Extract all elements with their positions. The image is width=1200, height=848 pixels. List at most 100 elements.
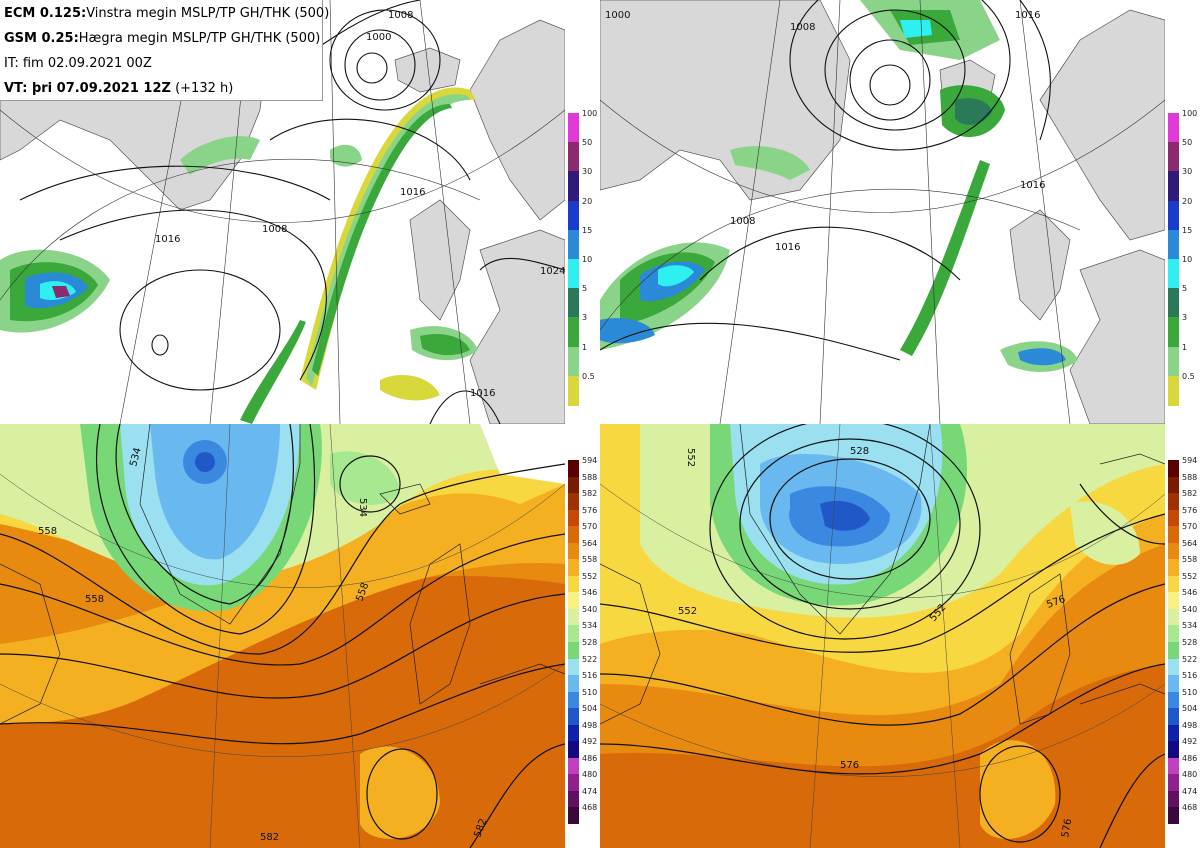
legend-label: 552 xyxy=(1182,571,1198,581)
thk-legend-left: 594 588 582 576 570 564 558 552 546 540 534 528 522 5… xyxy=(568,456,600,825)
isobar-label: 1016 xyxy=(155,234,180,245)
legend-label: 30 xyxy=(1182,167,1193,177)
ecm-thk-map: 534 558 558 534 558 582 582 xyxy=(0,424,565,848)
legend-label: 552 xyxy=(582,571,598,581)
legend-swatch xyxy=(1168,625,1179,643)
legend-swatch xyxy=(568,724,579,742)
legend-label: 498 xyxy=(1182,720,1198,730)
legend-swatch xyxy=(568,113,579,143)
legend-label: 540 xyxy=(582,604,598,614)
init-time: IT: fim 02.09.2021 00Z xyxy=(4,56,152,71)
ecm-thk-panel: 534 558 558 534 558 582 582 xyxy=(0,424,565,848)
legend-label: 498 xyxy=(582,720,598,730)
legend-label: 50 xyxy=(582,138,593,148)
legend-swatch xyxy=(568,542,579,560)
legend-swatch xyxy=(1168,200,1179,231)
isobar-label: 1016 xyxy=(470,388,495,399)
legend-swatch xyxy=(568,171,579,202)
legend-swatch xyxy=(1168,807,1179,825)
legend-swatch xyxy=(1168,790,1179,808)
legend-swatch xyxy=(1168,542,1179,560)
legend-swatch xyxy=(1168,592,1179,610)
thk-legend-right: 594 588 582 576 570 564 558 552 546 540 534 528 522 5… xyxy=(1168,456,1200,825)
legend-swatch xyxy=(568,642,579,659)
legend-label: 558 xyxy=(582,555,598,565)
legend-label: 576 xyxy=(582,505,598,515)
thk-label: 534 xyxy=(128,446,144,467)
legend-label: 504 xyxy=(1182,704,1198,714)
isobar-label: 1008 xyxy=(388,10,413,21)
valid-time: VT: þri 07.09.2021 12Z (+132 h) xyxy=(4,81,234,96)
legend-swatch xyxy=(1168,493,1179,511)
legend-label: 582 xyxy=(1182,489,1198,499)
legend-swatch xyxy=(568,559,579,577)
legend-label: 0.5 xyxy=(582,371,595,381)
legend-label: 516 xyxy=(582,671,598,681)
legend-label: 594 xyxy=(1182,456,1198,465)
uk-land xyxy=(1009,209,1071,321)
uk-land xyxy=(409,199,471,321)
scandinavia-land xyxy=(469,19,565,221)
thk-label: 552 xyxy=(678,606,697,617)
legend-label: 468 xyxy=(582,803,598,813)
legend-label: 582 xyxy=(582,489,598,499)
legend-swatch xyxy=(1168,259,1179,289)
legend-swatch xyxy=(568,741,579,759)
legend-swatch xyxy=(568,460,579,477)
legend-label: 564 xyxy=(1182,538,1198,548)
legend-label: 570 xyxy=(582,522,598,532)
thk-label: 576 xyxy=(1060,818,1074,839)
legend-swatch xyxy=(568,288,579,319)
isobar-label: 1016 xyxy=(775,242,800,253)
thk-label: 558 xyxy=(38,526,57,537)
legend-swatch xyxy=(1168,575,1179,593)
gsm-thk-map: 552 528 552 552 576 576 576 xyxy=(600,424,1165,848)
legend-swatch xyxy=(568,575,579,593)
legend-swatch xyxy=(568,592,579,610)
legend-label: 486 xyxy=(582,753,598,763)
legend-swatch xyxy=(1168,375,1179,406)
legend-label: 492 xyxy=(582,737,598,747)
isobar-label: 1000 xyxy=(366,32,391,43)
legend-swatch xyxy=(568,375,579,406)
ecm-line: ECM 0.125:Vinstra megin MSLP/TP GH/THK (… xyxy=(4,6,330,21)
legend-swatch xyxy=(568,608,579,626)
legend-swatch xyxy=(1168,691,1179,709)
isobar-label: 1008 xyxy=(790,22,815,33)
legend-label: 588 xyxy=(582,472,598,482)
legend-swatch xyxy=(1168,724,1179,742)
legend-swatch xyxy=(568,259,579,289)
legend-swatch xyxy=(1168,509,1179,527)
legend-label: 20 xyxy=(582,196,593,206)
legend-swatch xyxy=(568,493,579,511)
legend-label: 522 xyxy=(1182,654,1198,664)
legend-label: 486 xyxy=(1182,753,1198,763)
legend-swatch xyxy=(1168,559,1179,577)
legend-label: 15 xyxy=(1182,225,1193,235)
legend-label: 516 xyxy=(1182,671,1198,681)
legend-label: 510 xyxy=(582,687,598,697)
legend-swatch xyxy=(1168,317,1179,348)
legend-swatch xyxy=(568,658,579,676)
legend-label: 504 xyxy=(582,704,598,714)
legend-label: 594 xyxy=(582,456,598,465)
legend-swatch xyxy=(568,691,579,709)
legend-label: 534 xyxy=(582,621,598,631)
legend-swatch xyxy=(568,317,579,348)
legend-label: 576 xyxy=(1182,505,1198,515)
legend-label: 540 xyxy=(1182,604,1198,614)
legend-label: 528 xyxy=(1182,638,1198,647)
isobar-label: 1008 xyxy=(262,224,287,235)
legend-swatch xyxy=(1168,658,1179,676)
legend-swatch xyxy=(1168,774,1179,792)
legend-swatch xyxy=(568,757,579,775)
precip-legend-right: 100 50 30 20 15 10 5 3 1 0.5 xyxy=(1168,110,1200,406)
precip-band-sw xyxy=(240,320,306,424)
legend-swatch xyxy=(1168,757,1179,775)
precip-legend-left: 100 50 30 20 15 10 5 3 1 0.5 xyxy=(568,110,600,406)
thk-label: 582 xyxy=(260,832,279,843)
legend-swatch xyxy=(568,509,579,527)
legend-label: 534 xyxy=(1182,621,1198,631)
legend-label: 3 xyxy=(582,313,588,323)
legend-label: 1 xyxy=(582,342,588,352)
